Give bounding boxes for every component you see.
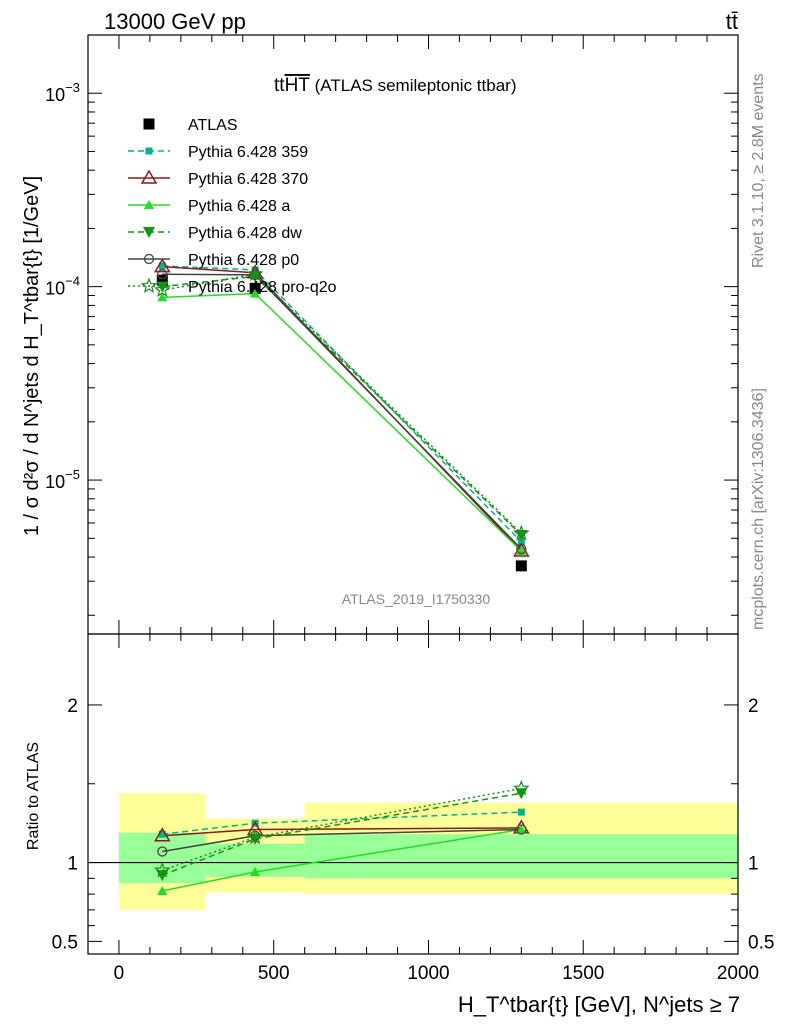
main-title-over: HT <box>285 75 311 96</box>
main-series-point <box>517 538 525 546</box>
main-series-point <box>516 543 527 555</box>
rivet-label: Rivet 3.1.10, ≥ 2.8M events <box>750 73 767 268</box>
ratio-series-point <box>516 824 527 835</box>
legend-label: Pythia 6.428 370 <box>188 171 308 188</box>
main-series-point <box>157 292 168 302</box>
legend-label: Pythia 6.428 pro-q2o <box>188 279 337 296</box>
main-title: ttHT (ATLAS semileptonic ttbar) <box>274 75 516 96</box>
main-ytick-label: 10−3 <box>45 80 80 105</box>
ratio-ylabel: Ratio to ATLAS <box>25 742 42 850</box>
ratio-ytick-label: 1 <box>67 854 78 875</box>
ratio-xtick-label: 2000 <box>717 963 759 984</box>
main-series-point <box>250 288 261 298</box>
header-left: 13000 GeV pp <box>104 9 246 34</box>
legend-marker <box>143 253 155 265</box>
legend-marker <box>140 169 158 184</box>
main-series-line <box>162 265 522 552</box>
legend-marker <box>143 118 155 130</box>
legend-marker <box>144 200 154 209</box>
main-series-line <box>162 273 522 534</box>
ratio-series-point <box>157 846 168 857</box>
mcplots-label: mcplots.cern.ch [arXiv:1306.3436] <box>750 388 767 630</box>
main-series-point <box>513 542 530 557</box>
main-series-point <box>153 258 171 273</box>
main-series-point <box>157 269 168 280</box>
ratio-xlabel: H_T^tbar{t} [GeV], N^jets ≥ 7 <box>458 992 740 1017</box>
main-series-point <box>158 262 166 270</box>
main-panel: 10−3 10−4 10−5 ATLAS Pythia 6.428 359 Pythia … <box>45 34 739 635</box>
ratio-series-point <box>246 828 264 845</box>
ratio-series-line <box>162 792 522 876</box>
ratio-ytick-label-right: 1 <box>748 854 759 875</box>
ratio-ytick-label: 2 <box>67 696 78 717</box>
ratio-ytick-label-right: 2 <box>748 696 759 717</box>
main-series-line <box>162 275 522 536</box>
ratio-series-point <box>249 833 262 845</box>
legend-label: Pythia 6.428 a <box>188 198 290 215</box>
legend-marker <box>140 277 158 294</box>
main-series-point <box>515 560 527 572</box>
header-right: tt̄ <box>726 9 738 34</box>
main-series-point <box>246 265 264 282</box>
main-title-main: tt <box>274 75 285 96</box>
ratio-ytick-label-right: 0.5 <box>748 932 774 953</box>
legend-label: ATLAS <box>188 117 238 134</box>
ratio-panel: 0.5 0.5 1 1 2 2 0 500 1000 1500 2000 <box>52 633 774 984</box>
ratio-series-point <box>158 830 166 838</box>
ratio-stat-band <box>304 834 738 879</box>
ratio-series-point <box>154 861 171 878</box>
analysis-watermark: ATLAS_2019_I1750330 <box>342 591 491 607</box>
ratio-frame <box>87 633 739 955</box>
main-series-point <box>154 281 171 298</box>
ratio-series-point <box>513 779 530 796</box>
main-ytick-label: 10−4 <box>45 274 80 299</box>
ratio-xtick-label: 500 <box>258 963 290 984</box>
legend-label: Pythia 6.428 p0 <box>188 252 299 269</box>
ratio-series-point <box>153 827 171 842</box>
main-frame <box>87 34 739 635</box>
ratio-series-point <box>516 824 527 834</box>
main-series-point <box>249 269 261 281</box>
main-series-point <box>513 524 530 541</box>
main-series-line <box>162 265 522 543</box>
ratio-series-point <box>517 808 525 816</box>
main-series-point <box>156 274 168 286</box>
legend-label: Pythia 6.428 359 <box>188 144 308 161</box>
ratio-xtick-label: 1500 <box>562 963 604 984</box>
legend-marker <box>143 227 155 238</box>
ratio-series-point <box>157 885 168 895</box>
legend-marker <box>145 147 153 155</box>
main-series-point <box>156 281 169 293</box>
main-series-line <box>162 292 522 552</box>
main-title-rest: (ATLAS semileptonic ttbar) <box>310 76 517 95</box>
main-series-line <box>162 273 522 550</box>
main-series-point <box>515 529 528 541</box>
main-ytick-label: 10−5 <box>45 467 80 492</box>
legend-label: Pythia 6.428 dw <box>188 225 302 242</box>
ratio-xtick-label: 0 <box>114 963 125 984</box>
ratio-ytick-label: 0.5 <box>52 932 78 953</box>
main-series-point <box>249 282 261 294</box>
main-ylabel: 1 / σ d²σ / d N^jets d H_T^tbar{t} [1/Ge… <box>21 176 43 536</box>
ratio-xtick-label: 1000 <box>407 963 449 984</box>
ratio-series-point <box>250 867 261 877</box>
